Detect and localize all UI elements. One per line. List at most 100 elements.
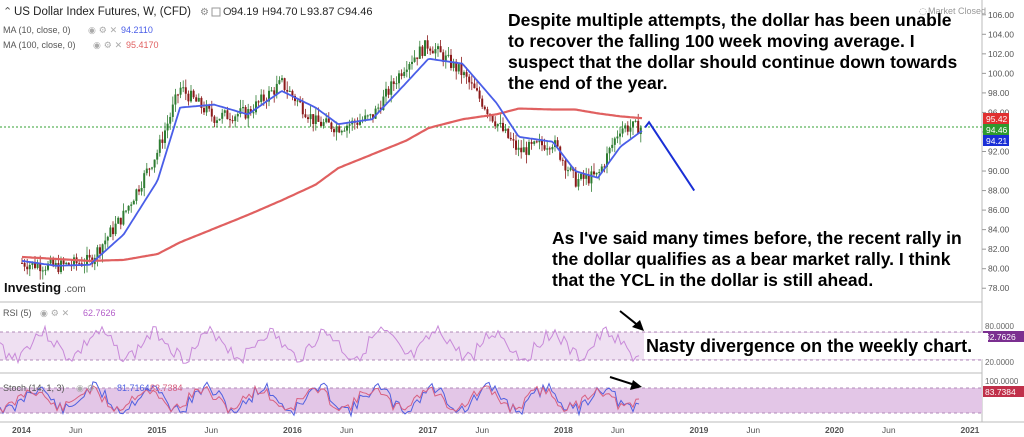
candle: [229, 112, 231, 128]
candle: [613, 136, 616, 153]
x-tick-label: 2015: [148, 425, 167, 435]
candle: [444, 50, 447, 69]
candle: [314, 108, 317, 131]
candle: [93, 254, 96, 271]
x-tick-label: 2021: [961, 425, 980, 435]
svg-text:.com: .com: [64, 284, 86, 295]
candle: [179, 81, 182, 99]
candle: [130, 201, 133, 213]
candle: [398, 70, 400, 89]
candle: [418, 40, 421, 59]
candle: [338, 123, 341, 134]
candle: [322, 118, 325, 129]
candle: [75, 253, 78, 271]
price-candles: [21, 35, 642, 280]
candle: [197, 93, 200, 102]
candle: [616, 130, 619, 144]
candle: [366, 114, 369, 120]
candle: [525, 141, 528, 164]
candle: [548, 146, 551, 155]
candle: [213, 115, 216, 128]
ma100-value: 95.4170: [126, 40, 159, 50]
candle: [559, 145, 562, 162]
low-value: 93.87: [307, 6, 335, 18]
candle: [221, 108, 224, 124]
candle: [28, 262, 31, 277]
y-tick-label: 98.00: [988, 88, 1010, 98]
annotation-top: Despite multiple attempts, the dollar ha…: [508, 10, 958, 93]
candle: [255, 95, 257, 115]
candle: [47, 261, 49, 272]
candle: [270, 86, 273, 92]
x-tick-label: 2018: [554, 425, 573, 435]
candle: [125, 210, 127, 214]
candle: [434, 42, 437, 60]
ma10-price-tag: [983, 135, 1009, 146]
rsi-axis-20: 20.0000: [985, 358, 1014, 367]
x-tick-label: Jun: [340, 425, 354, 435]
candle: [36, 259, 39, 270]
candle: [73, 254, 75, 270]
candle: [148, 167, 151, 177]
candle: [421, 44, 424, 59]
candle: [288, 86, 291, 93]
candle: [104, 232, 107, 250]
candle: [585, 167, 588, 185]
candle: [117, 216, 120, 224]
close-icon[interactable]: [211, 7, 221, 17]
candle: [281, 75, 283, 83]
candle: [166, 115, 169, 139]
candle: [408, 61, 411, 78]
ma100-icons[interactable]: ◉ ⚙ ✕: [93, 41, 122, 51]
rsi-icons[interactable]: ◉ ⚙ ✕: [40, 309, 69, 319]
stoch-label: Stoch (14, 1, 3): [3, 383, 65, 393]
divergence-arrow-stoch: [609, 376, 642, 390]
candle: [626, 121, 629, 136]
candle: [205, 100, 208, 116]
candle: [223, 109, 226, 117]
stoch-price-tag: [983, 386, 1024, 397]
candle: [106, 235, 109, 248]
candle: [470, 75, 473, 91]
symbol-title: US Dollar Index Futures, W, (CFD): [14, 6, 191, 18]
candle: [400, 69, 403, 80]
ma10-label: MA (10, close, 0): [3, 25, 71, 35]
y-tick-label: 100.00: [988, 68, 1014, 78]
candle: [239, 99, 242, 118]
candle: [127, 205, 130, 214]
candle: [611, 137, 614, 152]
candle: [291, 89, 294, 101]
candle: [114, 216, 117, 237]
candle: [491, 114, 494, 123]
collapse-icon[interactable]: ⌃: [3, 6, 12, 18]
candle: [192, 89, 195, 100]
candle: [273, 87, 276, 103]
stoch-icons[interactable]: ◉ ⚙: [76, 384, 95, 394]
candle: [512, 132, 515, 149]
candle: [442, 49, 445, 67]
y-axis: 106.00104.00102.00100.0098.0096.0094.009…: [982, 10, 1014, 293]
candle: [195, 94, 198, 102]
candle: [294, 93, 296, 106]
candle: [216, 116, 218, 128]
candle: [218, 118, 221, 121]
ma10-icons[interactable]: ◉ ⚙ ✕: [88, 26, 117, 36]
candle: [395, 76, 398, 90]
rsi-price-tag-text: 62.7626: [985, 332, 1016, 342]
y-tick-label: 106.00: [988, 10, 1014, 20]
settings-icon[interactable]: ⚙: [200, 7, 209, 18]
candle: [41, 266, 44, 280]
candle: [541, 136, 543, 152]
candle: [447, 47, 450, 58]
candle: [478, 86, 481, 102]
candle: [343, 127, 346, 132]
candle: [330, 121, 333, 132]
close-value: 94.46: [345, 6, 373, 18]
y-tick-label: 92.00: [988, 147, 1010, 157]
candle: [335, 121, 338, 141]
svg-text:C: C: [337, 6, 345, 18]
high-value: 94.70: [270, 6, 298, 18]
divergence-arrow-rsi: [619, 310, 644, 331]
stoch-k-line: [0, 381, 640, 418]
x-tick-label: Jun: [475, 425, 489, 435]
